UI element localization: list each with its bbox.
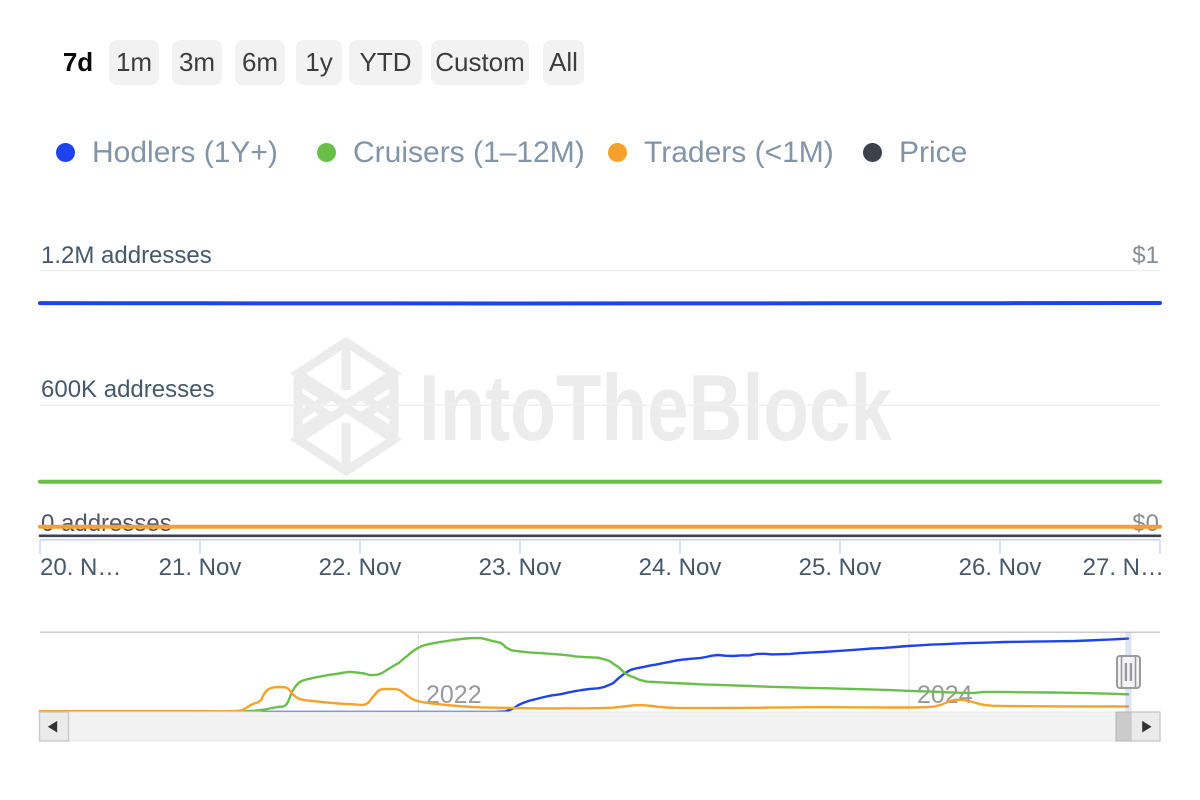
scrollbar-left-button[interactable] [38,711,70,742]
legend-item-4[interactable]: Price [863,136,967,169]
xaxis-label: 27. N… [1082,554,1164,581]
legend-marker-icon [608,143,627,162]
yaxis-label-1-2m: 1.2M addresses [41,242,212,269]
range-button-6m[interactable]: 6m [235,40,285,85]
legend-item-1[interactable]: Hodlers (1Y+) [56,136,278,169]
main-gridlines [40,269,1160,406]
xaxis-ticks [39,540,1161,554]
yaxis-label-600k: 600K addresses [41,376,215,403]
legend-label: Price [899,135,968,169]
legend-label: Traders (<1M) [644,135,834,169]
navigator[interactable] [38,631,1160,714]
range-button-7d[interactable]: 7d [62,47,94,77]
xaxis-label: 24. Nov [638,554,722,581]
range-button-1y[interactable]: 1y [296,40,342,85]
scrollbar-right-button[interactable] [1130,711,1161,742]
price-axis-label-0: $0 [1132,510,1159,537]
range-button-3m[interactable]: 3m [172,40,222,85]
scrollbar[interactable] [38,711,1161,742]
xaxis-label: 21. Nov [158,554,242,581]
legend-marker-icon [863,143,882,162]
navigator-gridlines [417,632,910,712]
range-button-ytd[interactable]: YTD [349,40,422,85]
series-line [38,301,1162,306]
legend-marker-icon [317,143,336,162]
xaxis-label: 25. Nov [798,554,882,581]
xaxis-label: 20. N… [40,554,122,581]
xaxis-label: 23. Nov [478,554,562,581]
scrollbar-right-arrow-icon [1142,720,1152,733]
watermark: IntoTheBlock [289,336,893,477]
yaxis-label-0: 0 addresses [41,510,172,537]
navigator-series-line [38,636,1130,713]
scrollbar-left-arrow-icon [47,720,58,733]
navigator-handle[interactable] [1116,655,1141,689]
range-button-all[interactable]: All [543,40,584,85]
legend-label: Cruisers (1–12M) [353,135,585,169]
range-button-custom[interactable]: Custom [431,40,529,85]
xaxis-label: 26. Nov [958,554,1042,581]
scrollbar-thumb[interactable] [1115,711,1132,742]
range-button-1m[interactable]: 1m [109,40,159,85]
xaxis-label: 22. Nov [318,554,402,581]
legend-label: Hodlers (1Y+) [92,135,278,169]
navigator-series-line [38,685,1130,713]
legend-item-3[interactable]: Traders (<1M) [608,136,834,169]
navigator-series-line [38,637,1130,714]
legend-marker-icon [56,143,75,162]
main-series [38,301,1162,538]
navigator-series [38,636,1130,714]
price-axis-label-1: $1 [1132,242,1159,269]
xaxis [39,538,1161,554]
scrollbar-track[interactable] [39,711,1161,742]
watermark-text: IntoTheBlock [419,355,893,460]
legend-item-2[interactable]: Cruisers (1–12M) [317,136,585,169]
